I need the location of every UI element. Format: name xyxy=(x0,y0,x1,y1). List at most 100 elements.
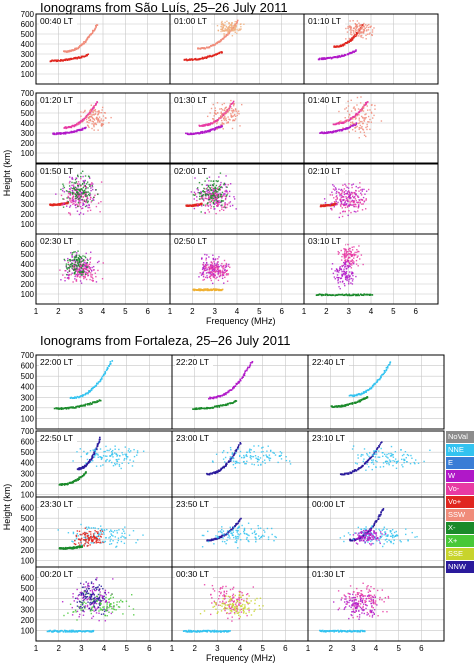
echo-point xyxy=(372,384,375,386)
echo-point xyxy=(374,104,376,107)
panel-0140lt: 01:40 LT xyxy=(303,92,439,164)
echo-point xyxy=(209,186,211,189)
echo-point xyxy=(335,200,337,203)
echo-point xyxy=(356,114,359,117)
echo-point xyxy=(365,101,368,104)
echo-point xyxy=(350,39,353,42)
echo-point xyxy=(102,120,104,122)
echo-point xyxy=(357,206,360,208)
echo-point xyxy=(208,191,211,193)
echo-point xyxy=(235,461,238,464)
echo-point xyxy=(214,270,217,273)
echo-point xyxy=(224,264,226,267)
echo-point xyxy=(116,460,119,463)
echo-point xyxy=(357,467,360,469)
echo-point xyxy=(220,264,222,267)
echo-point xyxy=(101,528,103,530)
echo-point xyxy=(212,288,215,291)
echo-point xyxy=(350,402,352,405)
echo-point xyxy=(78,259,80,262)
echo-point xyxy=(198,276,200,278)
echo-point xyxy=(260,447,263,449)
echo-point xyxy=(349,196,351,199)
echo-point xyxy=(76,258,78,261)
echo-point xyxy=(214,53,216,56)
echo-point xyxy=(335,195,337,198)
echo-point xyxy=(92,265,95,268)
echo-point xyxy=(81,129,84,131)
x-tick-label: 3 xyxy=(212,307,217,316)
echo-point xyxy=(60,484,63,486)
echo-point xyxy=(89,459,91,461)
echo-point xyxy=(384,371,386,373)
echo-point xyxy=(367,115,370,118)
echo-point xyxy=(213,200,216,202)
echo-point xyxy=(213,267,215,270)
echo-point xyxy=(347,214,349,217)
echo-point xyxy=(224,27,226,30)
echo-point xyxy=(99,211,101,213)
echo-point xyxy=(339,287,341,290)
echo-point xyxy=(361,188,363,191)
echo-point xyxy=(209,201,212,204)
echo-point xyxy=(353,261,355,263)
echo-point xyxy=(116,454,119,456)
echo-point xyxy=(72,260,74,262)
echo-point xyxy=(194,194,196,196)
echo-point xyxy=(356,249,358,251)
echo-point xyxy=(223,465,226,468)
echo-point xyxy=(77,479,79,481)
echo-point xyxy=(378,446,380,448)
echo-point xyxy=(213,44,215,46)
echo-point xyxy=(69,49,71,52)
echo-point xyxy=(83,189,86,192)
echo-point xyxy=(76,183,79,185)
echo-point xyxy=(229,446,232,449)
echo-point xyxy=(78,255,81,258)
echo-point xyxy=(217,126,220,129)
echo-point xyxy=(215,471,217,473)
echo-point xyxy=(210,267,213,270)
echo-point xyxy=(128,534,131,536)
echo-point xyxy=(218,203,220,205)
echo-point xyxy=(88,126,90,129)
echo-point xyxy=(88,204,90,206)
echo-point xyxy=(97,381,100,383)
echo-point xyxy=(232,120,234,122)
echo-point xyxy=(212,258,215,260)
echo-point xyxy=(216,194,219,196)
echo-point xyxy=(132,530,135,532)
echo-point xyxy=(370,121,372,123)
echo-point xyxy=(217,194,220,196)
echo-point xyxy=(233,27,236,29)
echo-point xyxy=(197,205,199,207)
echo-point xyxy=(362,28,364,31)
echo-point xyxy=(223,267,225,269)
echo-point xyxy=(66,50,69,52)
echo-point xyxy=(118,529,120,531)
echo-point xyxy=(118,448,120,451)
echo-point xyxy=(94,25,97,27)
echo-point xyxy=(217,119,219,121)
echo-point xyxy=(252,455,255,458)
echo-point xyxy=(114,463,117,466)
echo-point xyxy=(346,276,349,279)
echo-point xyxy=(344,206,347,209)
echo-point xyxy=(78,546,81,549)
echo-point xyxy=(364,462,367,464)
echo-point xyxy=(359,127,361,129)
panel-2300lt: 23:00 LT xyxy=(171,430,309,506)
echo-point xyxy=(409,462,412,465)
echo-point xyxy=(80,475,82,478)
echo-point xyxy=(223,194,225,196)
echo-point xyxy=(353,36,355,39)
echo-point xyxy=(369,32,371,34)
echo-point xyxy=(91,182,93,184)
echo-point xyxy=(219,124,222,126)
echo-point xyxy=(227,31,230,33)
echo-point xyxy=(120,536,122,539)
echo-point xyxy=(214,396,216,399)
echo-point xyxy=(209,273,212,275)
echo-point xyxy=(93,105,95,108)
echo-point xyxy=(195,203,198,206)
